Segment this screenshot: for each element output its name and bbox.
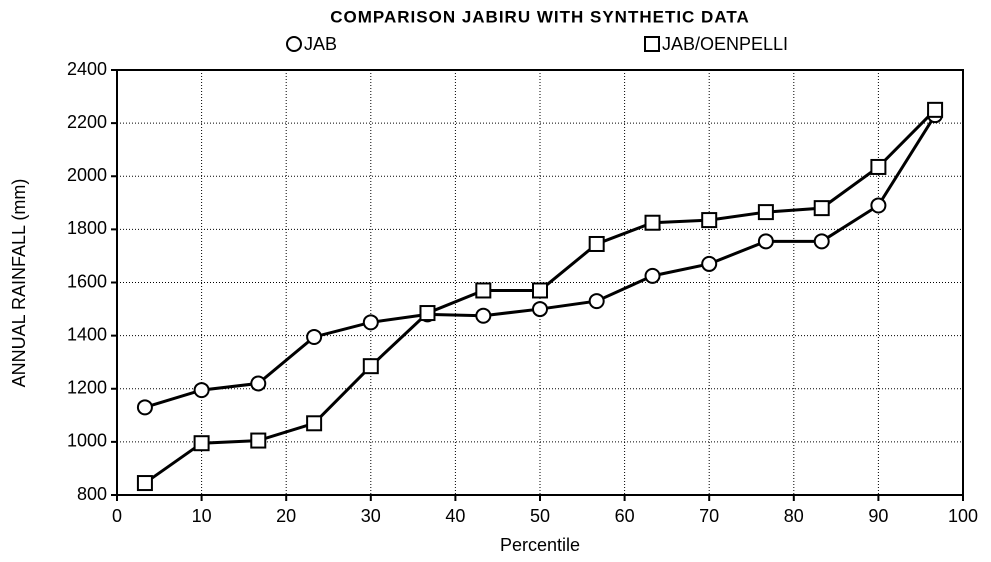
x-tick-label: 70 [699, 506, 719, 526]
x-tick-label: 90 [868, 506, 888, 526]
marker [362, 358, 379, 375]
marker [250, 432, 267, 449]
marker [701, 212, 718, 229]
marker [419, 305, 436, 322]
x-tick-label: 100 [948, 506, 978, 526]
y-axis-label: ANNUAL RAINFALL (mm) [9, 179, 29, 388]
marker [306, 415, 323, 432]
marker [250, 375, 267, 392]
marker [644, 267, 661, 284]
marker [136, 475, 153, 492]
marker [588, 293, 605, 310]
y-tick-label: 1600 [67, 271, 107, 291]
marker [475, 282, 492, 299]
legend-label: JAB [304, 34, 337, 54]
y-tick-label: 2000 [67, 165, 107, 185]
marker [701, 255, 718, 272]
marker [193, 435, 210, 452]
x-tick-label: 10 [192, 506, 212, 526]
x-tick-label: 0 [112, 506, 122, 526]
chart-title: COMPARISON JABIRU WITH SYNTHETIC DATA [330, 7, 750, 26]
y-tick-label: 1400 [67, 324, 107, 344]
x-tick-label: 80 [784, 506, 804, 526]
marker [532, 282, 548, 299]
x-tick-label: 40 [445, 506, 465, 526]
marker [870, 197, 887, 214]
y-tick-label: 1000 [67, 431, 107, 451]
marker [475, 307, 492, 324]
marker [813, 233, 830, 250]
y-tick-label: 2400 [67, 59, 107, 79]
marker [532, 301, 548, 318]
y-tick-label: 800 [77, 484, 107, 504]
x-tick-label: 60 [615, 506, 635, 526]
y-tick-label: 1200 [67, 378, 107, 398]
marker [757, 233, 774, 250]
legend-marker [286, 36, 302, 52]
legend-label: JAB/OENPELLI [662, 34, 788, 54]
marker [362, 314, 379, 331]
x-axis-label: Percentile [500, 535, 580, 555]
marker [193, 382, 210, 399]
plot-frame [116, 69, 964, 496]
x-tick-label: 30 [361, 506, 381, 526]
legend-marker [644, 36, 660, 52]
marker [757, 204, 774, 221]
y-tick-label: 1800 [67, 218, 107, 238]
marker [644, 214, 661, 231]
x-tick-label: 50 [530, 506, 550, 526]
marker [870, 158, 887, 175]
x-tick-label: 20 [276, 506, 296, 526]
marker [306, 328, 323, 345]
marker [588, 235, 605, 252]
marker [136, 399, 153, 416]
marker [927, 101, 944, 118]
series-line [144, 114, 937, 409]
marker [813, 200, 830, 217]
y-tick-label: 2200 [67, 112, 107, 132]
